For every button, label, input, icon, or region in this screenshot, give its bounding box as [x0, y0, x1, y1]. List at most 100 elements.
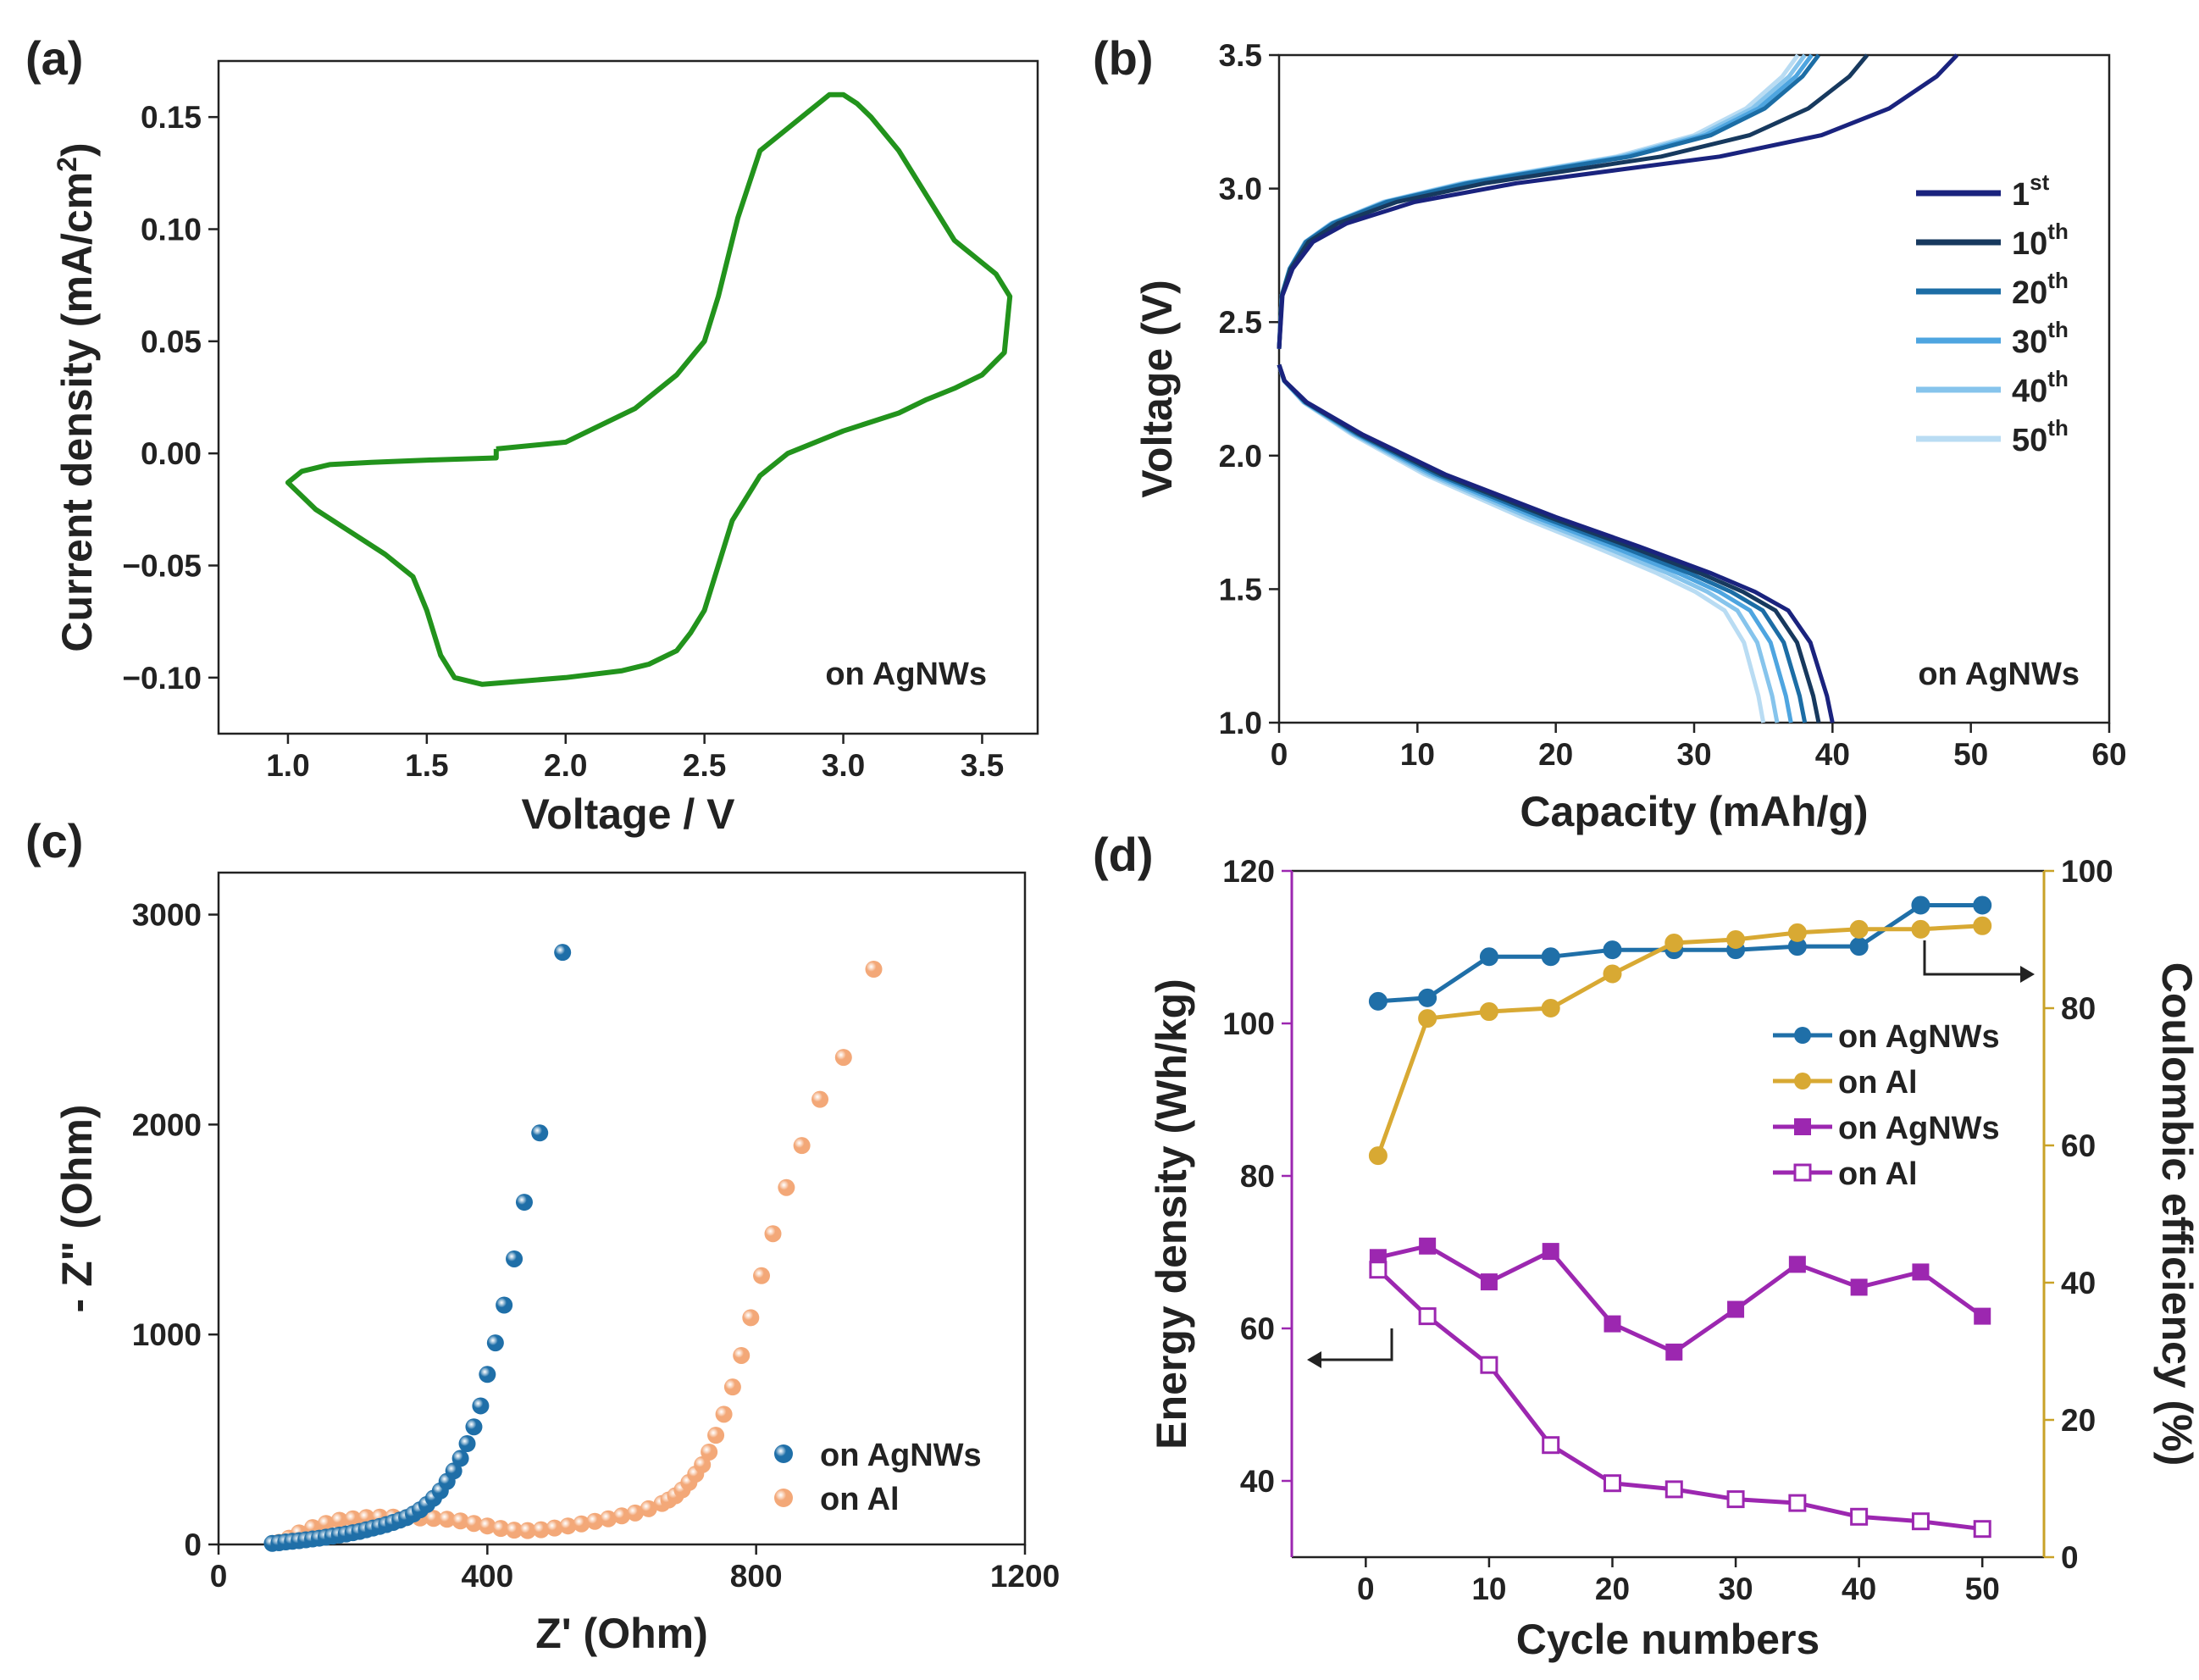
legend-label-d: on Al	[1838, 1156, 1918, 1192]
data-point-d	[1912, 1263, 1930, 1281]
y-tick-label: −0.10	[122, 661, 202, 696]
data-point-d	[1727, 1300, 1745, 1318]
y-axis-title-a-sup: 2	[52, 157, 82, 172]
data-point-d	[1664, 934, 1684, 953]
data-point-al	[742, 1309, 760, 1327]
x-tick-label: 800	[730, 1559, 783, 1594]
y-tick-label: 80	[1240, 1159, 1275, 1194]
data-point-al	[723, 1378, 741, 1396]
data-point-al	[479, 1517, 496, 1535]
y-tick-label: 3.0	[1219, 172, 1262, 207]
x-axis-title-d: Cycle numbers	[1516, 1616, 1820, 1663]
data-point-d	[1726, 1490, 1745, 1509]
legend-cycle-sup: th	[2047, 317, 2069, 342]
x-axis-title-c: Z' (Ohm)	[535, 1610, 708, 1657]
charge-curve-1	[1277, 53, 1959, 349]
data-point-agnws	[496, 1296, 513, 1314]
y-axis-title-a-end: )	[53, 142, 101, 157]
y-tick-label: 0.15	[141, 100, 202, 135]
x-tick-label: 40	[1842, 1572, 1876, 1606]
data-point-al	[733, 1346, 751, 1364]
data-point-d	[1849, 937, 1869, 956]
discharge-curve-40	[1277, 363, 1780, 724]
y-axis-title-a-main: Current density (mA/cm	[53, 172, 101, 652]
data-point-agnws	[515, 1194, 533, 1211]
x-axis-title-a: Voltage / V	[522, 790, 736, 838]
panel-label-a: (a)	[25, 31, 83, 85]
data-point-d	[1369, 1261, 1388, 1279]
legend-marker-d	[1794, 1027, 1811, 1044]
x-tick-label: 10	[1471, 1572, 1506, 1606]
data-point-d	[1479, 1002, 1498, 1022]
data-point-agnws	[554, 944, 572, 962]
discharge-curve-1	[1277, 363, 1835, 724]
data-point-d	[1911, 1512, 1930, 1531]
left-axis-arrowhead	[1307, 1351, 1321, 1368]
y-tick-label: 1.0	[1219, 706, 1262, 740]
legend-cycle-sup: th	[2047, 219, 2069, 244]
data-point-d	[1418, 1307, 1437, 1326]
left-axis-arrow	[1321, 1328, 1393, 1361]
discharge-curve-20	[1277, 363, 1808, 724]
x-tick-label: 20	[1595, 1572, 1630, 1606]
annotation-b: on AgNWs	[1918, 657, 2080, 692]
x-tick-label: 50	[1965, 1572, 2000, 1606]
data-point-al	[330, 1511, 348, 1529]
discharge-curve-50	[1277, 363, 1766, 724]
series-line-d	[1377, 1244, 1984, 1355]
charge-curve-20	[1277, 53, 1820, 349]
data-point-d	[1849, 919, 1869, 939]
data-point-al	[506, 1522, 523, 1539]
y-tick-label: −0.05	[122, 549, 202, 584]
data-point-d	[1480, 1273, 1498, 1291]
data-point-agnws	[451, 1450, 469, 1467]
data-point-agnws	[472, 1397, 490, 1415]
data-point-al	[518, 1522, 536, 1539]
plot-frame-a	[217, 59, 1039, 735]
y-tick-label: 100	[1222, 1006, 1275, 1041]
y-tick-label-right: 40	[2061, 1266, 2096, 1300]
data-point-d	[1850, 1278, 1868, 1296]
x-tick-label: 20	[1538, 737, 1573, 772]
data-point-d	[1604, 1315, 1621, 1333]
charge-curve-40	[1277, 53, 1807, 349]
x-tick-label: 3.5	[961, 748, 1004, 783]
data-point-agnws	[506, 1250, 523, 1267]
legend-label-b: 30th	[2012, 317, 2069, 360]
data-point-al	[715, 1406, 733, 1423]
x-tick-label: 2.0	[544, 748, 587, 783]
x-tick-label: 1.5	[405, 748, 448, 783]
data-point-al	[424, 1510, 442, 1528]
y-tick-label: 0.00	[141, 436, 202, 471]
data-point-d	[1480, 1356, 1498, 1374]
data-point-d	[1788, 1494, 1807, 1512]
data-point-agnws	[458, 1435, 476, 1453]
legend-label-d: on AgNWs	[1838, 1019, 2000, 1055]
x-tick-label: 0	[210, 1559, 228, 1594]
legend-label-d: on Al	[1838, 1065, 1918, 1101]
data-point-d	[1973, 1520, 1991, 1539]
data-point-d	[1850, 1507, 1869, 1526]
data-point-al	[701, 1443, 718, 1461]
chart-b: 0 10 20 30 40 50 601.01.52.02.53.03.51st10th20…	[1133, 38, 2127, 835]
x-tick-label: 400	[461, 1559, 513, 1594]
data-point-al	[344, 1510, 362, 1528]
legend-cycle: 1	[2012, 177, 2030, 213]
data-point-d	[1788, 1256, 1806, 1273]
legend-cycle-sup: th	[2047, 268, 2069, 293]
data-point-al	[865, 960, 883, 978]
data-point-d	[1418, 1009, 1437, 1029]
y-tick-label: 1.5	[1219, 572, 1262, 607]
data-point-d	[1368, 1146, 1388, 1166]
panel-label-b: (b)	[1093, 31, 1154, 85]
data-point-d	[1787, 923, 1807, 942]
legend-cycle: 50	[2012, 423, 2047, 458]
x-tick-label: 0	[1271, 737, 1288, 772]
chart-d: 0 10 20 30 40 50 40 60 80 100 120 0 20 40 60 80 100 on Ag…	[1148, 854, 2199, 1663]
panel-label-d: (d)	[1093, 828, 1154, 881]
data-point-d	[1665, 1343, 1683, 1361]
y-axis-title-left-d: Energy density (Wh/kg)	[1148, 979, 1195, 1450]
y-tick-label: 3.5	[1219, 38, 1262, 73]
x-tick-label: 2.5	[683, 748, 726, 783]
y-tick-label: 2000	[132, 1107, 202, 1142]
